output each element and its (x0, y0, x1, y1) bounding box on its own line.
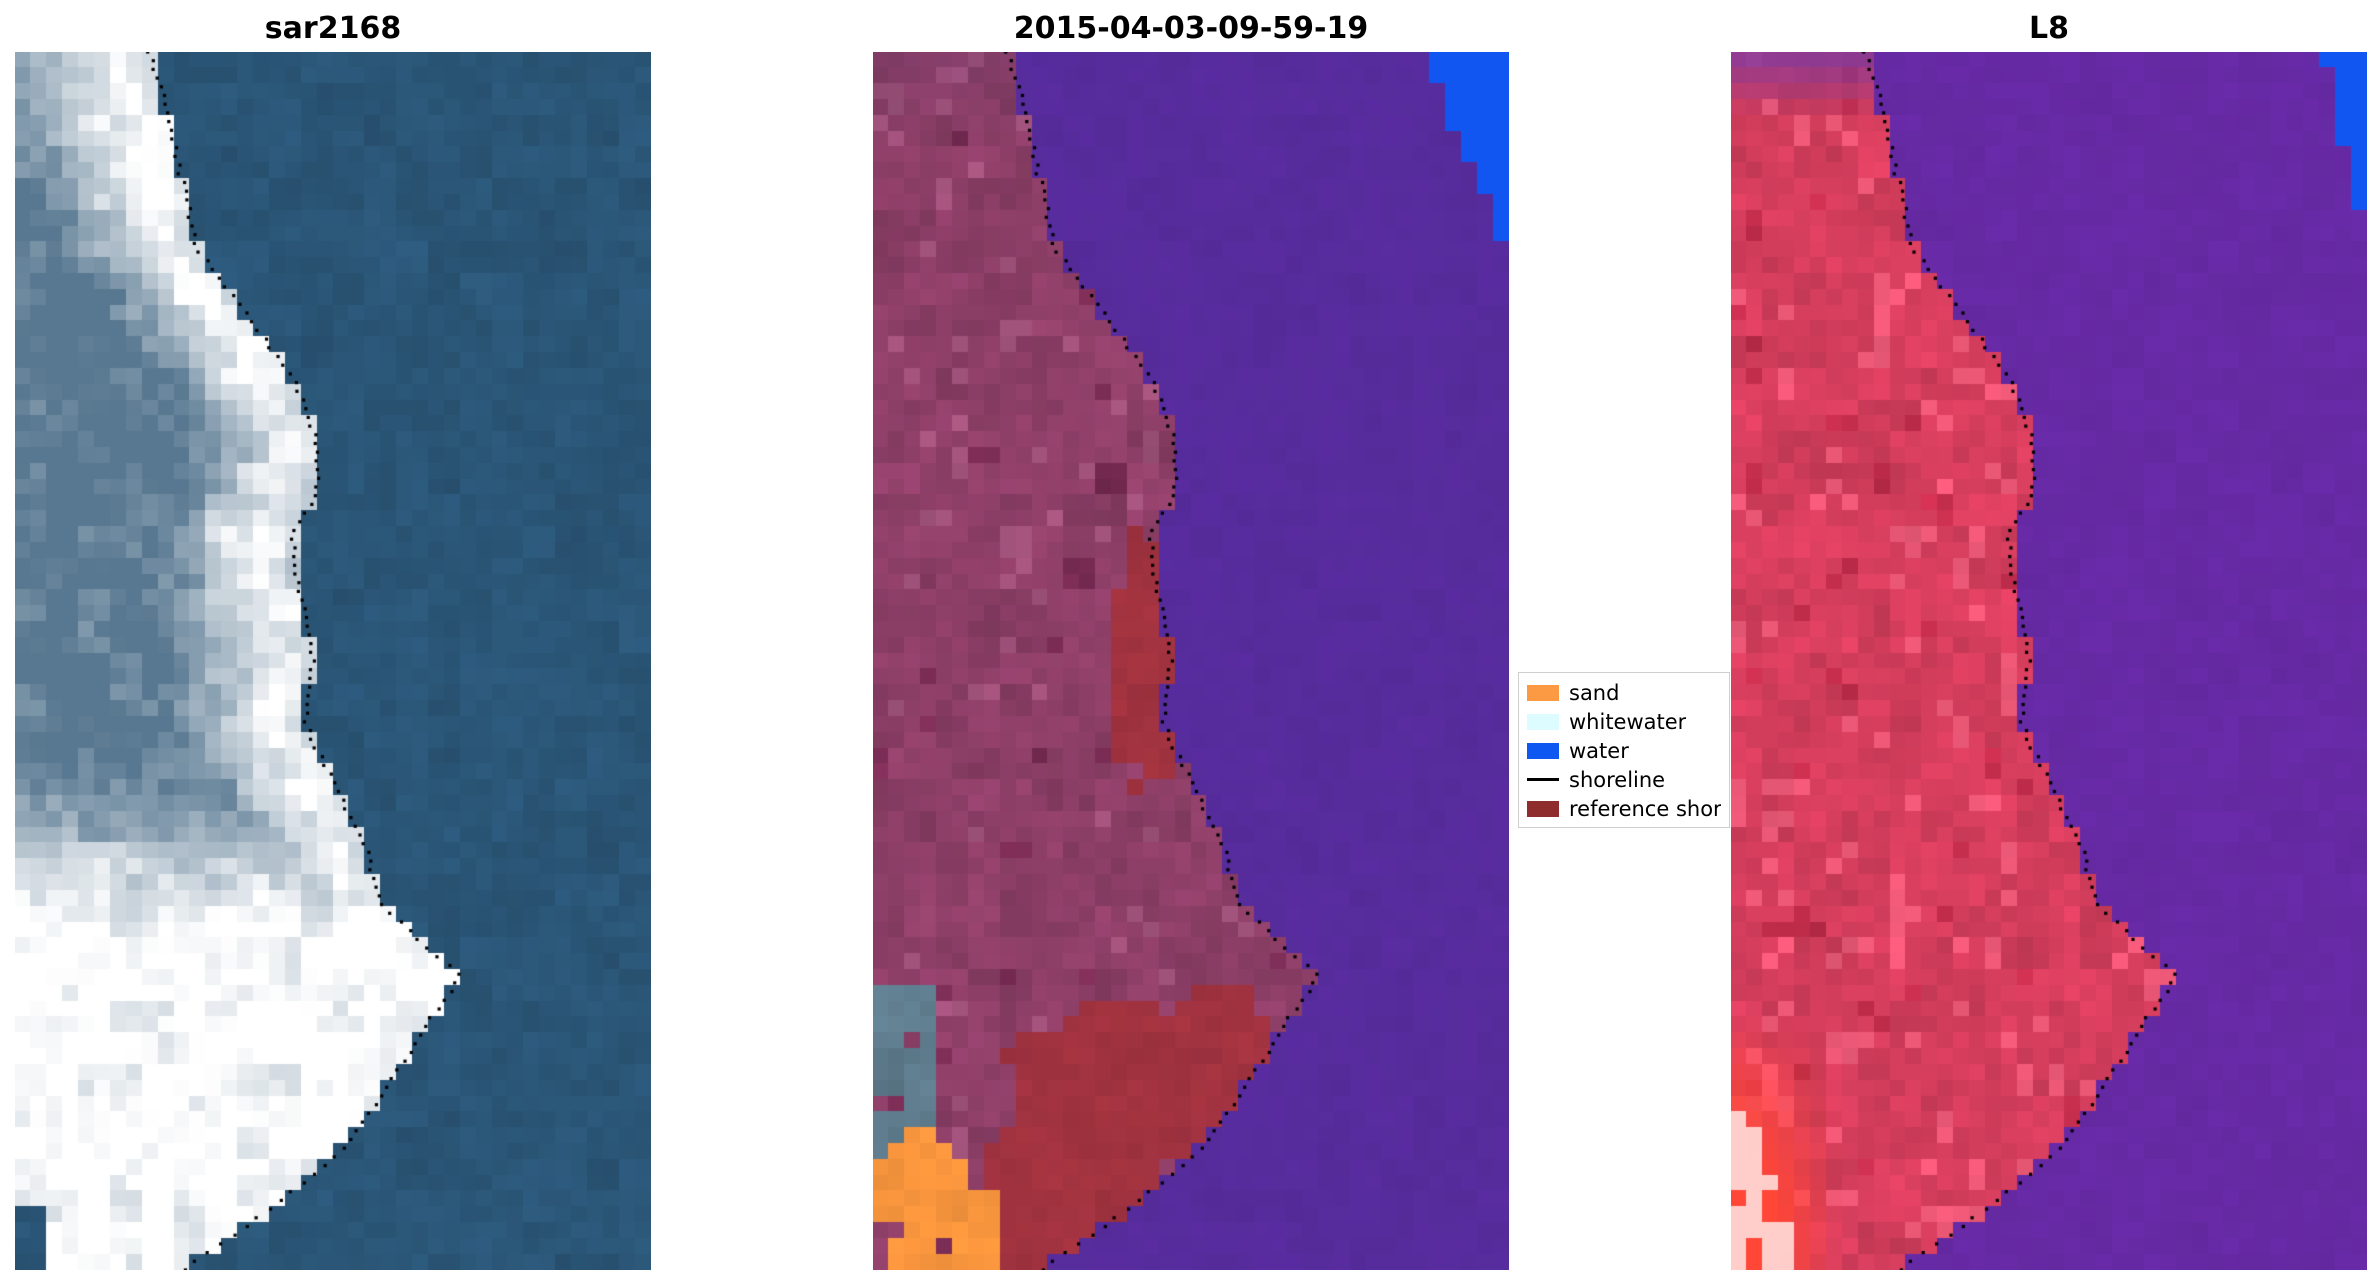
sand-swatch-icon (1527, 684, 1559, 701)
legend-item-reference-shoreline: reference shoreline (1519, 794, 1729, 823)
legend-label-sand: sand (1569, 680, 1620, 705)
panel-l8: L8 (1731, 6, 2367, 1270)
panel-l8-title: L8 (2029, 11, 2069, 46)
classified-image-canvas (873, 52, 1509, 1270)
l8-image-canvas (1731, 52, 2367, 1270)
legend: sand whitewater water shoreline referenc… (1518, 672, 1730, 828)
legend-item-shoreline: shoreline (1519, 765, 1729, 794)
legend-label-shoreline: shoreline (1569, 767, 1666, 792)
panel-classified-title: 2015-04-03-09-59-19 (1013, 11, 1369, 46)
legend-label-whitewater: whitewater (1569, 709, 1687, 734)
legend-item-whitewater: whitewater (1519, 707, 1729, 736)
shoreline-line-icon (1527, 778, 1559, 781)
panel-classified: 2015-04-03-09-59-19 (873, 6, 1509, 1270)
whitewater-swatch-icon (1527, 713, 1559, 730)
reference-shoreline-swatch-icon (1527, 800, 1559, 817)
legend-item-water: water (1519, 736, 1729, 765)
water-swatch-icon (1527, 742, 1559, 759)
sar-image-canvas (15, 52, 651, 1270)
panel-sar: sar2168 (15, 6, 651, 1270)
panel-sar-title: sar2168 (264, 11, 402, 46)
legend-label-reference-shoreline: reference shoreline (1569, 796, 1721, 821)
legend-item-sand: sand (1519, 678, 1729, 707)
legend-label-water: water (1569, 738, 1629, 763)
